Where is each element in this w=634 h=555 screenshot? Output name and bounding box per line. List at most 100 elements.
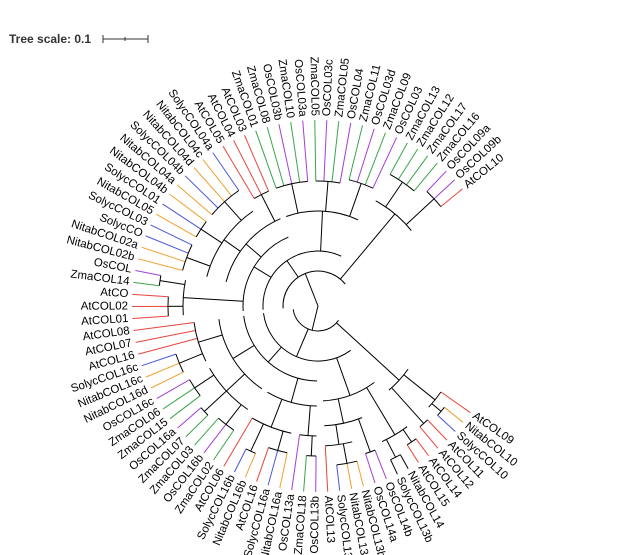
tip-branch bbox=[374, 449, 387, 480]
tip-branch bbox=[266, 126, 285, 186]
tip-branch bbox=[346, 463, 353, 489]
internal-branch bbox=[194, 374, 215, 389]
tip-branch bbox=[364, 132, 386, 186]
clade-arc bbox=[428, 391, 442, 408]
tip-branch bbox=[356, 128, 375, 183]
tip-branch bbox=[437, 414, 456, 432]
tip-label: AtCO bbox=[100, 286, 129, 300]
clade-arc bbox=[182, 244, 193, 271]
clade-arc bbox=[175, 353, 184, 373]
tip-branch bbox=[314, 119, 317, 182]
tip-label: ZmaCOL18 bbox=[293, 495, 310, 555]
tip-branch bbox=[203, 424, 227, 454]
internal-branch bbox=[340, 213, 396, 280]
tip-branch bbox=[399, 454, 409, 469]
tip-branch bbox=[419, 426, 439, 449]
tip-branch bbox=[133, 281, 160, 287]
internal-branch bbox=[291, 183, 299, 214]
internal-branch bbox=[200, 228, 223, 244]
tip-branch bbox=[291, 434, 301, 491]
internal-branch bbox=[335, 424, 340, 445]
internal-branch bbox=[385, 439, 397, 458]
tip-label: OsCOL13b bbox=[309, 496, 322, 554]
internal-branch bbox=[385, 181, 403, 208]
tip-branch bbox=[213, 429, 235, 461]
tip-branch bbox=[176, 184, 213, 216]
tip-branch bbox=[244, 135, 270, 192]
tip-branch bbox=[169, 193, 207, 223]
tip-branch bbox=[415, 438, 429, 456]
tip-branch bbox=[389, 142, 408, 175]
clade-arc bbox=[211, 190, 240, 216]
tip-label: AtCOL13 bbox=[322, 495, 336, 543]
tip-branch bbox=[169, 395, 201, 420]
tip-branch bbox=[233, 448, 247, 473]
tip-branch bbox=[141, 353, 177, 367]
tip-branch bbox=[365, 453, 376, 484]
tip-branch bbox=[336, 464, 341, 491]
tip-branch bbox=[222, 145, 255, 199]
tip-branch bbox=[133, 322, 195, 331]
tip-branch bbox=[413, 162, 438, 192]
tip-branch bbox=[397, 148, 419, 180]
internal-branch bbox=[405, 198, 435, 225]
internal-branch bbox=[186, 257, 211, 267]
tip-branch bbox=[348, 125, 363, 180]
tip-branch bbox=[138, 337, 198, 355]
tip-branch bbox=[145, 235, 189, 254]
tip-branch bbox=[233, 140, 262, 195]
clade-arc bbox=[389, 173, 415, 192]
internal-branch bbox=[296, 328, 309, 357]
internal-branch bbox=[286, 260, 299, 278]
internal-branch bbox=[337, 398, 344, 424]
internal-branch bbox=[391, 387, 425, 424]
tip-branch bbox=[426, 170, 447, 192]
tip-branch bbox=[427, 419, 448, 441]
internal-branch bbox=[358, 418, 371, 453]
internal-branch bbox=[225, 404, 242, 425]
clade-arc bbox=[263, 313, 351, 362]
tip-branch bbox=[390, 459, 398, 475]
internal-branch bbox=[179, 353, 203, 364]
tip-label: AtCOL01 bbox=[81, 313, 129, 328]
internal-branch bbox=[253, 266, 272, 278]
tip-branch bbox=[303, 455, 307, 492]
internal-branch bbox=[307, 405, 311, 436]
internal-branch bbox=[183, 297, 244, 302]
tip-labels: AtCOL09NitabCOL10SolycCOL10AtCOL11AtCOL1… bbox=[65, 56, 519, 555]
clade-arc bbox=[375, 200, 412, 231]
tip-branch bbox=[339, 122, 352, 184]
tip-branch bbox=[256, 447, 269, 482]
tip-label: ZmaCOL05 bbox=[308, 56, 321, 116]
internal-branch bbox=[403, 374, 436, 401]
tip-branch bbox=[202, 159, 232, 197]
tip-branch bbox=[162, 387, 195, 410]
tip-branch bbox=[255, 130, 277, 189]
clade-arc bbox=[262, 250, 342, 310]
tip-branch bbox=[150, 224, 193, 246]
tip-label: OsCOL03c bbox=[321, 59, 336, 117]
internal-branch bbox=[325, 181, 329, 212]
tip-branch bbox=[137, 258, 183, 271]
clade-arc bbox=[275, 180, 308, 189]
internal-branch bbox=[267, 346, 282, 363]
internal-branch bbox=[349, 183, 362, 217]
internal-branch bbox=[198, 334, 223, 343]
internal-branch bbox=[232, 344, 255, 360]
tip-branch bbox=[177, 407, 202, 429]
tip-branch bbox=[444, 406, 464, 423]
internal-branch bbox=[310, 435, 313, 456]
tip-branch bbox=[331, 121, 340, 182]
internal-branch bbox=[250, 423, 264, 452]
internal-branch bbox=[224, 201, 242, 221]
tip-branch bbox=[150, 371, 184, 389]
clade-arc bbox=[282, 270, 346, 309]
tip-branch bbox=[324, 445, 329, 492]
tip-branch bbox=[162, 203, 202, 230]
tip-branch bbox=[372, 137, 398, 189]
tip-branch bbox=[433, 179, 456, 200]
tip-branch bbox=[132, 293, 169, 298]
internal-branch bbox=[290, 378, 299, 403]
clade-arc bbox=[419, 419, 428, 428]
scale-bar: Tree scale: 0.1 bbox=[9, 32, 149, 46]
